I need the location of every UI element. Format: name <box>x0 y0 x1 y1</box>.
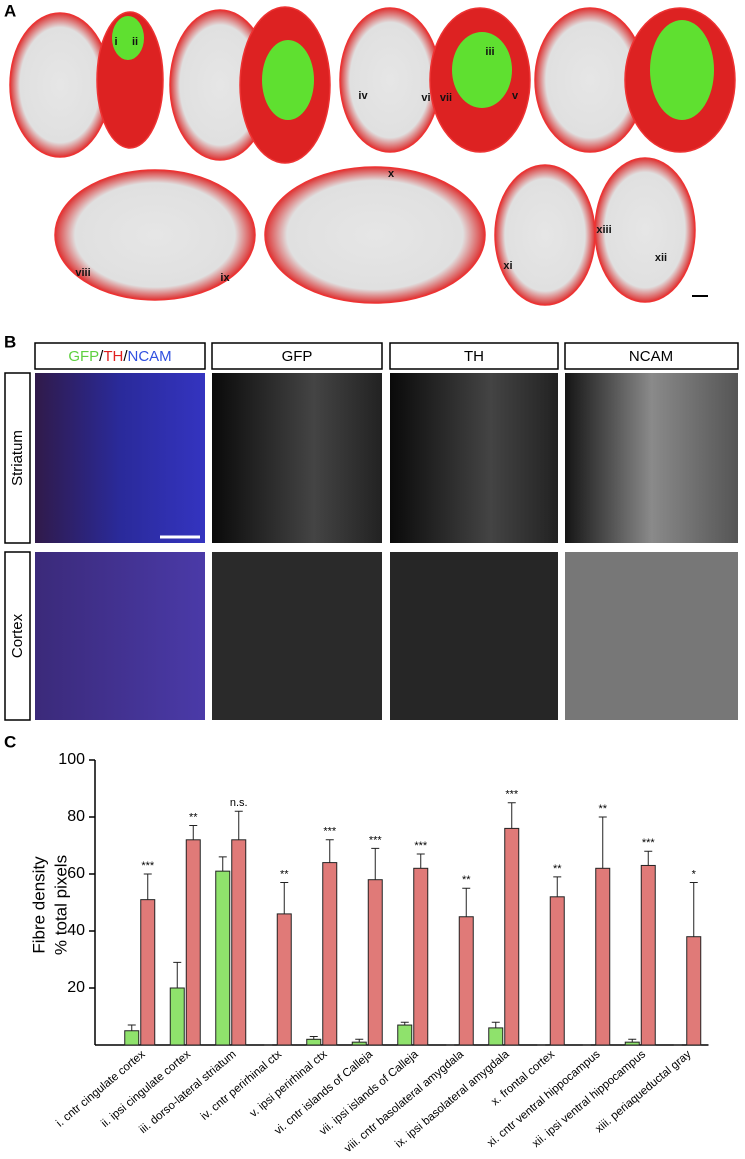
error-bar <box>553 876 562 897</box>
bar <box>231 839 247 1046</box>
y-tick-label: 80 <box>67 808 85 825</box>
significance: *** <box>505 789 519 801</box>
significance: ** <box>462 874 471 886</box>
panel-b: B GFP/TH/NCAM GFP TH NCAM Striatum Corte… <box>4 332 739 721</box>
error-bar <box>400 1021 409 1026</box>
bar <box>504 827 520 1046</box>
significance: *** <box>414 840 428 852</box>
error-bar <box>234 810 243 840</box>
significance: * <box>692 868 697 880</box>
y-axis-label: % total pixels <box>51 855 70 955</box>
y-tick-label: 60 <box>67 865 85 882</box>
significance: *** <box>141 860 155 872</box>
y-tick-label: 100 <box>58 751 85 768</box>
region-label: iv <box>358 90 368 102</box>
error-bar <box>491 1021 500 1028</box>
error-bar <box>628 1038 637 1043</box>
x-tick-label: ii. ipsi cingulate cortex <box>99 1048 193 1130</box>
error-bar <box>173 961 182 988</box>
bar <box>413 867 429 1046</box>
error-bar <box>507 802 516 829</box>
bar <box>124 1030 140 1046</box>
region-label: x <box>388 168 395 180</box>
header-boxes <box>4 342 739 721</box>
column-header: NCAM <box>629 348 673 365</box>
region-label: iii <box>485 46 494 58</box>
significance: ** <box>553 863 562 875</box>
bar <box>322 862 338 1046</box>
bar <box>397 1024 413 1046</box>
region-label: vi <box>421 92 430 104</box>
row-header: Striatum <box>9 430 26 486</box>
bar <box>458 916 474 1046</box>
y-tick-label: 40 <box>67 922 85 939</box>
bar <box>549 896 565 1046</box>
bar <box>169 987 185 1046</box>
region-label: vii <box>440 92 452 104</box>
panel-label: A <box>4 1 16 20</box>
error-bar <box>598 816 607 869</box>
bar <box>640 864 656 1046</box>
error-bar <box>218 856 227 872</box>
column-header: GFP <box>282 348 313 365</box>
error-bar <box>689 882 698 937</box>
region-label: ii <box>132 36 138 48</box>
region-label: v <box>512 90 519 102</box>
significance: ** <box>189 811 198 823</box>
significance: n.s. <box>230 797 248 809</box>
bar <box>276 913 292 1046</box>
row-header: Cortex <box>9 613 26 658</box>
gfp-graft <box>112 16 714 120</box>
bar <box>306 1038 322 1046</box>
region-label: ix <box>220 272 230 284</box>
error-bar <box>416 853 425 869</box>
bar <box>367 879 383 1046</box>
panel-c: C Fibre density % total pixels 20 40 60 80 1… <box>4 732 709 1155</box>
micrographs <box>35 373 738 720</box>
error-bar <box>371 847 380 880</box>
error-bar <box>127 1024 136 1031</box>
significance: *** <box>369 834 383 846</box>
bar <box>140 899 156 1046</box>
bar <box>686 936 702 1046</box>
x-tick-label: v. ipsi perirhinal ctx <box>248 1048 330 1120</box>
x-tick-label: iv. cntr perirhinal ctx <box>199 1048 285 1123</box>
panel-label: B <box>4 332 16 351</box>
panel-label: C <box>4 732 16 751</box>
merge-header: GFP/TH/NCAM <box>68 348 171 365</box>
error-bar <box>280 882 289 914</box>
error-bar <box>644 850 653 866</box>
x-tick-label: i. cntr cingulate cortex <box>54 1048 148 1129</box>
bar <box>351 1041 367 1046</box>
column-header: TH <box>464 348 484 365</box>
region-label: viii <box>75 267 90 279</box>
y-tick-label: 20 <box>67 979 85 996</box>
error-bar <box>189 825 198 840</box>
error-bar <box>309 1035 318 1040</box>
region-label: xi <box>503 260 512 272</box>
region-label: xii <box>655 252 667 264</box>
significance: ** <box>280 868 289 880</box>
region-label: i <box>114 36 117 48</box>
error-bar <box>355 1038 364 1043</box>
region-label: xiii <box>596 224 611 236</box>
significance: *** <box>323 826 337 838</box>
bar <box>595 867 611 1046</box>
bar <box>185 839 201 1046</box>
significance: ** <box>598 803 607 815</box>
bar <box>488 1027 504 1046</box>
error-bar <box>143 873 152 900</box>
error-bar <box>462 887 471 917</box>
y-axis-label: Fibre density <box>29 856 48 954</box>
bar <box>624 1041 640 1046</box>
error-bar <box>325 839 334 863</box>
significance: *** <box>642 837 656 849</box>
bar <box>215 870 231 1046</box>
